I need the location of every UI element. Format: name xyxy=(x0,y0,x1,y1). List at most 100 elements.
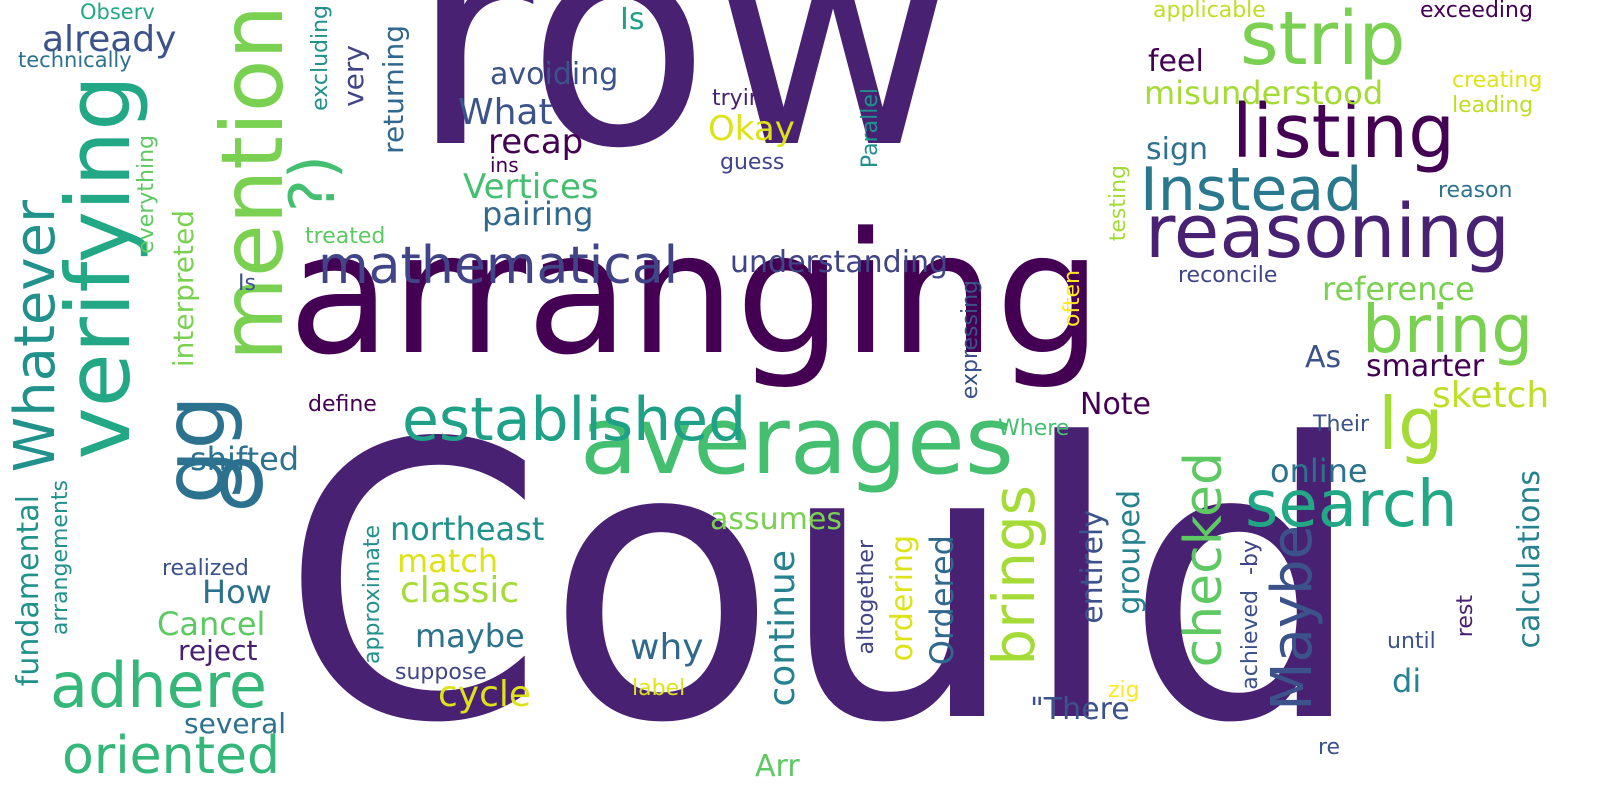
word-reject: reject xyxy=(178,634,258,667)
word-is-top: Is xyxy=(620,2,645,37)
word-suppose: suppose xyxy=(395,660,487,685)
word-sign: sign xyxy=(1146,132,1209,167)
word-achieved: achieved xyxy=(1238,590,1263,690)
word-how: How xyxy=(202,573,272,611)
word-understanding: understanding xyxy=(730,245,949,280)
word-reasoning: reasoning xyxy=(1145,189,1510,275)
word-northeast: northeast xyxy=(390,510,545,548)
word-observ: Observ xyxy=(80,0,155,24)
word-by: -by xyxy=(1238,540,1263,575)
word-row: row xyxy=(410,0,956,214)
word-as: As xyxy=(1305,340,1342,375)
word-brings: brings xyxy=(980,485,1048,666)
word-label: label xyxy=(632,676,686,701)
word-exceeding: exceeding xyxy=(1420,0,1533,23)
word-ordering: ordering xyxy=(885,535,920,662)
word-several: several xyxy=(184,707,287,740)
word-listing: listing xyxy=(1232,89,1456,175)
word-leading: leading xyxy=(1452,93,1534,118)
word-whatever: Whatever xyxy=(3,200,68,473)
word-strip: strip xyxy=(1240,0,1406,82)
word-grouped: grouped xyxy=(1112,490,1147,615)
word-define: define xyxy=(308,392,377,417)
word-sketch: sketch xyxy=(1432,375,1550,416)
word-pairing: pairing xyxy=(482,195,594,233)
word-cycle: cycle xyxy=(438,674,532,715)
word-everything: everything xyxy=(134,135,159,254)
word-creating: creating xyxy=(1452,68,1543,93)
word-zig: zig xyxy=(1108,678,1140,703)
word-rest: rest xyxy=(1453,595,1478,638)
word-match: match xyxy=(397,542,499,580)
word-what: What xyxy=(458,92,553,133)
word-cancel: Cancel xyxy=(157,605,266,643)
word-classic: classic xyxy=(400,570,520,611)
word-reference: reference xyxy=(1322,270,1475,308)
word-there: "There xyxy=(1030,692,1130,727)
word-feel: feel xyxy=(1148,44,1204,79)
word-recap: recap xyxy=(488,122,584,162)
word-assumes: assumes xyxy=(710,502,842,537)
word-where: Where xyxy=(998,416,1070,441)
word-fundamental: fundamental xyxy=(11,495,46,687)
word-lg: lg xyxy=(1378,382,1444,466)
word-altogether: altogether xyxy=(854,540,879,655)
word-their: Their xyxy=(1313,412,1370,437)
word-parallel: Parallel xyxy=(858,88,883,169)
word-online: online xyxy=(1270,452,1368,490)
word-treated: treated xyxy=(305,224,386,249)
word-smile: ?) xyxy=(276,155,349,213)
word-maybe-big: Maybe xyxy=(1260,525,1325,711)
word-testing: testing xyxy=(1106,165,1131,242)
word-search: search xyxy=(1245,468,1458,542)
word-until: until xyxy=(1387,629,1436,654)
word-avoiding: avoiding xyxy=(490,57,619,92)
word-o: o xyxy=(215,428,268,528)
word-re: re xyxy=(1318,735,1341,760)
word-verifying: verifying xyxy=(47,75,150,460)
word-shifted: shifted xyxy=(190,440,300,478)
word-ins: ins xyxy=(490,153,519,177)
word-bring: bring xyxy=(1362,291,1534,368)
word-di: di xyxy=(1392,662,1422,700)
word-note: Note xyxy=(1080,387,1152,422)
word-vertices: Vertices xyxy=(463,167,599,207)
word-often: often xyxy=(1060,270,1085,327)
word-continue: continue xyxy=(762,550,803,707)
word-already: already xyxy=(42,19,177,60)
word-why: why xyxy=(630,627,704,668)
word-instead: Instead xyxy=(1140,155,1363,225)
word-checked: checked xyxy=(1174,452,1234,668)
word-ordered: Ordered xyxy=(923,535,961,666)
word-adhere: adhere xyxy=(50,649,268,722)
word-interpreted: interpreted xyxy=(167,210,200,368)
word-is-mid: Is xyxy=(238,271,256,296)
word-returning: returning xyxy=(377,25,410,154)
word-arr: Arr xyxy=(755,749,800,784)
word-entirely: entirely xyxy=(1075,510,1110,624)
word-calculations: calculations xyxy=(1512,470,1547,649)
word-trying: trying xyxy=(712,86,777,111)
word-very: very xyxy=(337,45,370,107)
word-arranging: arranging xyxy=(288,196,1102,392)
word-excluding: excluding xyxy=(308,5,333,111)
word-smarter: smarter xyxy=(1366,349,1485,384)
word-realized: realized xyxy=(162,556,249,581)
word-guess: guess xyxy=(720,150,785,175)
word-arrangements: arrangements xyxy=(48,480,73,636)
word-applicable: applicable xyxy=(1153,0,1266,23)
word-reason: reason xyxy=(1438,178,1513,203)
word-could: Could xyxy=(280,363,1366,800)
word-maybe-small: maybe xyxy=(415,617,525,655)
word-averages: averages xyxy=(580,387,1014,496)
word-expressing: expressing xyxy=(958,280,983,400)
word-technically: technically xyxy=(18,48,132,72)
word-established: established xyxy=(402,385,747,455)
word-okay: Okay xyxy=(708,109,795,149)
word-mathematical: mathematical xyxy=(318,236,679,296)
word-misunderstood: misunderstood xyxy=(1144,74,1384,112)
word-reconcile: reconcile xyxy=(1178,263,1278,288)
word-approximate: approximate xyxy=(360,525,385,664)
word-oriented: oriented xyxy=(62,726,280,786)
